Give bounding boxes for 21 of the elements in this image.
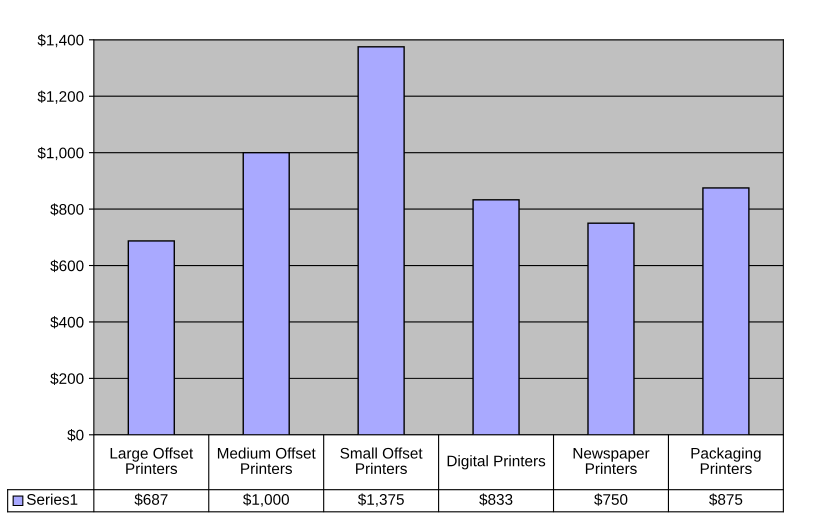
data-label: $1,000 (243, 493, 289, 507)
data-label: $875 (709, 493, 742, 506)
y-tick-label: $600 (50, 260, 84, 272)
x-tick-label: Digital Printers (448, 455, 546, 470)
y-tick-label: $200 (50, 372, 84, 385)
y-tick-label: $0 (67, 429, 84, 442)
data-label: $833 (479, 493, 512, 506)
x-tick-label: Packaging Printers (691, 447, 761, 474)
x-tick-label: Small Offset Printers (340, 447, 422, 474)
data-label: $1,375 (358, 493, 404, 507)
y-tick-label: $1,200 (38, 90, 84, 104)
legend-label: Series1 (26, 494, 78, 505)
y-tick-label: $400 (50, 316, 84, 329)
y-tick-label: $1,000 (38, 146, 84, 160)
x-tick-label: Newspaper Printers (574, 448, 650, 474)
x-tick-label: Large Offset Printers (110, 447, 194, 474)
y-tick-label: $800 (50, 203, 84, 216)
data-label: $750 (594, 493, 628, 506)
data-label: $687 (134, 493, 168, 506)
x-tick-label: Medium Offset Printers (218, 447, 316, 474)
y-tick-label: $1,400 (38, 34, 84, 48)
